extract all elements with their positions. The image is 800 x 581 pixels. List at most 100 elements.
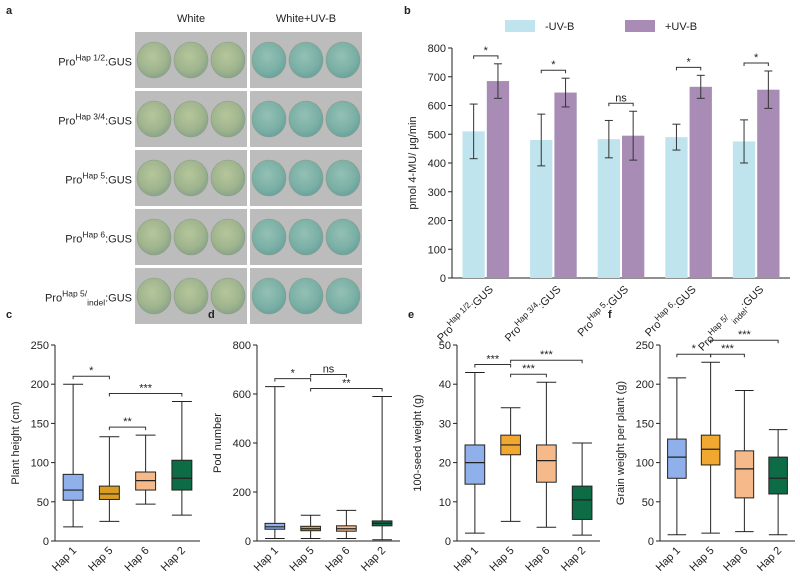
box-plot (371, 395, 393, 541)
leaf-disc (136, 218, 172, 256)
box-plot (571, 442, 593, 536)
x-tick-label: Hap 5 (86, 545, 115, 574)
y-tick-label: 100 (31, 458, 49, 470)
bar (530, 140, 553, 278)
box (171, 459, 193, 491)
significance-label: ns (323, 363, 335, 375)
x-tick-label: Hap 2 (755, 545, 784, 574)
significance-label: *** (139, 382, 153, 394)
significance-bracket (473, 55, 499, 59)
box-plot (98, 436, 120, 522)
y-tick-label: 400 (428, 158, 446, 170)
error-bar (537, 113, 546, 167)
box-plot (768, 429, 788, 536)
y-axis-label: Plant height (cm) (10, 401, 22, 484)
row-label: ProHap 5:GUS (65, 171, 132, 187)
significance-bracket (72, 375, 110, 380)
y-tick-label: 600 (428, 101, 446, 113)
y-tick-label: 0 (445, 536, 451, 548)
box-plot (500, 407, 521, 522)
x-tick-label: ProHap 5:GUS (573, 281, 631, 339)
y-tick-label: 600 (233, 389, 251, 401)
significance-label: * (754, 52, 759, 64)
label-pre: Pro (503, 324, 524, 345)
bar (665, 137, 688, 278)
error-bar (493, 63, 502, 99)
row-label: ProHap 3/4:GUS (58, 112, 132, 128)
x-tick-label: Hap 1 (50, 545, 79, 574)
box-plot (336, 509, 357, 540)
box-plot (464, 371, 486, 534)
y-tick-label: 0 (43, 536, 49, 548)
leaf-disc (210, 41, 246, 79)
y-tick-label: 100 (428, 244, 446, 256)
y-tick-label: 700 (428, 72, 446, 84)
leaf-disc (251, 277, 287, 315)
x-tick-label: Hap 1 (252, 545, 281, 574)
x-tick-label: Hap 2 (559, 545, 588, 574)
leaf-disc (210, 218, 246, 256)
x-tick-label: Hap 2 (359, 545, 388, 574)
significance-label: *** (738, 329, 752, 341)
significance-bracket (108, 392, 183, 397)
y-tick-label: 50 (642, 497, 654, 509)
significance-label: ** (342, 377, 351, 389)
leaf-disc (325, 277, 361, 315)
bar (486, 81, 510, 278)
significance-label: * (484, 45, 489, 57)
panel-letter: d (208, 309, 215, 321)
row-label: ProHap 5/indel:GUS (45, 289, 132, 308)
significance-label: *** (486, 353, 500, 365)
significance-label: *** (721, 343, 735, 355)
bar (554, 92, 577, 278)
x-tick-label: Hap 5 (688, 545, 717, 574)
leaf-disc (136, 277, 172, 315)
significance-bracket (675, 66, 702, 71)
y-tick-label: 0 (440, 273, 446, 285)
label-sup: Hap 5/ (706, 312, 731, 337)
x-tick-label: Hap 5 (288, 545, 317, 574)
bar (689, 86, 712, 278)
column-label: White (177, 13, 205, 25)
x-tick-label: ProHap 3/4:GUS (500, 281, 564, 345)
significance-bracket (510, 359, 583, 364)
x-tick-label: Hap 2 (159, 545, 188, 574)
significance-bracket (710, 339, 779, 344)
label-sup: Hap 1/2 (75, 53, 105, 63)
significance-label: ** (123, 416, 132, 428)
error-bar (696, 74, 705, 99)
significance-label: * (89, 365, 94, 377)
leaf-disc (210, 159, 246, 197)
panel-letter: e (408, 309, 414, 321)
y-tick-label: 500 (428, 129, 446, 141)
row-label: ProHap 6:GUS (65, 230, 132, 246)
significance-label: * (686, 56, 691, 68)
y-axis-label: 100-seed weight (g) (412, 394, 424, 491)
label-post: :GUS (468, 284, 496, 312)
label-sup: Hap 5 (82, 171, 105, 181)
label-post: :GUS (536, 284, 564, 312)
x-tick-label: Hap 6 (721, 545, 750, 574)
y-tick-label: 400 (233, 438, 251, 450)
significance-bracket (510, 373, 547, 378)
box (667, 438, 687, 479)
bar (622, 135, 645, 278)
box-plot (171, 400, 193, 516)
leaf-disc (251, 218, 287, 256)
box (768, 456, 788, 495)
y-tick-label: 50 (37, 497, 49, 509)
label-post: :GUS (105, 293, 132, 305)
y-tick-label: 20 (439, 458, 451, 470)
leaf-disc (173, 277, 209, 315)
label-pre: Pro (65, 234, 82, 246)
error-bar (561, 77, 570, 108)
leaf-disc (173, 100, 209, 138)
y-tick-label: 200 (428, 216, 446, 228)
leaf-disc (136, 41, 172, 79)
y-tick-label: 200 (31, 379, 49, 391)
error-bar (469, 103, 478, 160)
label-post: :GUS (739, 284, 767, 312)
leaf-disc (288, 41, 324, 79)
label-post: :GUS (105, 234, 132, 246)
leaf-disc (173, 41, 209, 79)
